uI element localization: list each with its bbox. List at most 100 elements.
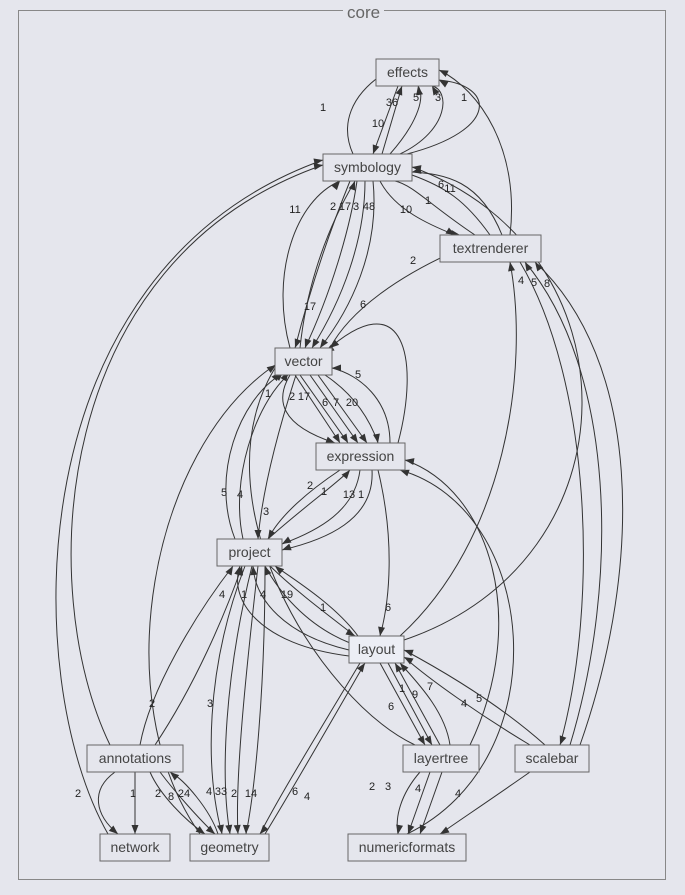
edge-label: 17	[304, 301, 316, 313]
edge-label: 3	[385, 781, 391, 793]
node-numericformats[interactable]: numericformats	[348, 834, 466, 861]
edge-label: 11	[444, 183, 455, 195]
edge-label: 4	[219, 589, 225, 601]
edge-label: 33	[215, 786, 227, 798]
node-expression[interactable]: expression	[316, 443, 405, 470]
edge-label: 6	[388, 701, 394, 713]
edge-label: 10	[372, 118, 384, 130]
edge-label: 1	[320, 602, 326, 614]
node-label: numericformats	[359, 839, 455, 855]
edge-label: 4	[518, 275, 524, 287]
edge-label: 6	[385, 602, 391, 614]
node-label: annotations	[99, 750, 171, 766]
edge	[408, 772, 430, 834]
node-label: layout	[358, 641, 395, 657]
node-symbology[interactable]: symbology	[323, 154, 412, 181]
node-label: layertree	[414, 750, 469, 766]
edge	[405, 460, 499, 745]
edge	[535, 262, 623, 745]
edge-label: 1	[358, 489, 364, 501]
edge-label: 1	[265, 388, 271, 400]
edge-label: 1	[399, 683, 405, 695]
edge-label: 3	[353, 201, 359, 213]
edge-label: 9	[412, 689, 418, 701]
edge-label: 24	[178, 788, 190, 800]
node-label: expression	[327, 448, 395, 464]
edge	[400, 470, 514, 834]
node-vector[interactable]: vector	[275, 348, 332, 375]
node-label: project	[228, 544, 270, 560]
edge-label: 13	[343, 489, 355, 501]
edge-label: 4	[237, 489, 243, 501]
edge-label: 2	[155, 788, 161, 800]
edge-label: 19	[281, 589, 293, 601]
node-label: network	[110, 839, 160, 855]
node-textrenderer[interactable]: textrenderer	[440, 235, 541, 262]
edge-label: 14	[245, 788, 257, 800]
node-layout[interactable]: layout	[349, 636, 404, 663]
edge-label: 5	[531, 277, 537, 289]
edge-label: 6	[360, 299, 366, 311]
node-label: effects	[387, 64, 428, 80]
node-layertree[interactable]: layertree	[403, 745, 479, 772]
edge	[268, 470, 340, 539]
edge	[275, 566, 358, 636]
edge-label: 7	[427, 681, 433, 693]
dependency-graph: 1361053111061111217348172121767205621131…	[0, 0, 685, 895]
edge-label: 1	[321, 486, 327, 498]
edge	[318, 375, 367, 443]
edge	[150, 772, 205, 834]
node-scalebar[interactable]: scalebar	[515, 745, 589, 772]
edge-label: 2	[231, 788, 237, 800]
edge-label: 3	[435, 92, 441, 104]
edge	[525, 262, 602, 745]
edge-label: 10	[400, 204, 412, 216]
node-network[interactable]: network	[100, 834, 170, 861]
edge-label: 17	[298, 391, 310, 403]
node-project[interactable]: project	[217, 539, 282, 566]
node-geometry[interactable]: geometry	[190, 834, 269, 861]
edge-label: 4	[455, 788, 461, 800]
edge-label: 5	[413, 92, 419, 104]
edge	[265, 566, 350, 643]
edge-label: 5	[221, 487, 227, 499]
edge	[253, 566, 349, 650]
edge-label: 4	[304, 791, 310, 803]
edge-label: 2	[369, 781, 375, 793]
edge	[380, 663, 425, 745]
edge	[325, 324, 407, 443]
node-label: scalebar	[526, 750, 579, 766]
edge-label: 1	[461, 92, 467, 104]
edge	[160, 772, 215, 834]
edge	[238, 566, 349, 656]
node-label: textrenderer	[453, 240, 529, 256]
edge-label: 2	[307, 480, 313, 492]
edge	[270, 566, 355, 636]
edge	[56, 160, 323, 834]
edge	[440, 772, 530, 834]
node-effects[interactable]: effects	[376, 59, 439, 86]
edge-label: 4	[415, 783, 421, 795]
edge-label: 3	[263, 506, 269, 518]
edge-label: 2	[75, 788, 81, 800]
edge	[520, 262, 583, 745]
edge-label: 6	[322, 397, 328, 409]
edge	[265, 663, 365, 834]
edge-label: 11	[289, 204, 300, 216]
edge	[283, 375, 335, 443]
edge-label: 48	[363, 201, 375, 213]
edge-label: 5	[355, 369, 361, 381]
edge	[388, 663, 432, 745]
edge-label: 5	[476, 693, 482, 705]
edge-label: 1	[130, 788, 136, 800]
edge-label: 1	[320, 102, 326, 114]
node-label: symbology	[334, 159, 401, 175]
edge-label: 20	[346, 397, 358, 409]
node-annotations[interactable]: annotations	[87, 745, 183, 772]
edge-label: 7	[333, 397, 339, 409]
edge	[98, 772, 118, 834]
edge-label: 2	[330, 201, 336, 213]
nodes-layer: effects symbology textrenderer vector expres…	[87, 59, 589, 861]
node-label: vector	[284, 353, 322, 369]
edge-label: 4	[206, 786, 212, 798]
